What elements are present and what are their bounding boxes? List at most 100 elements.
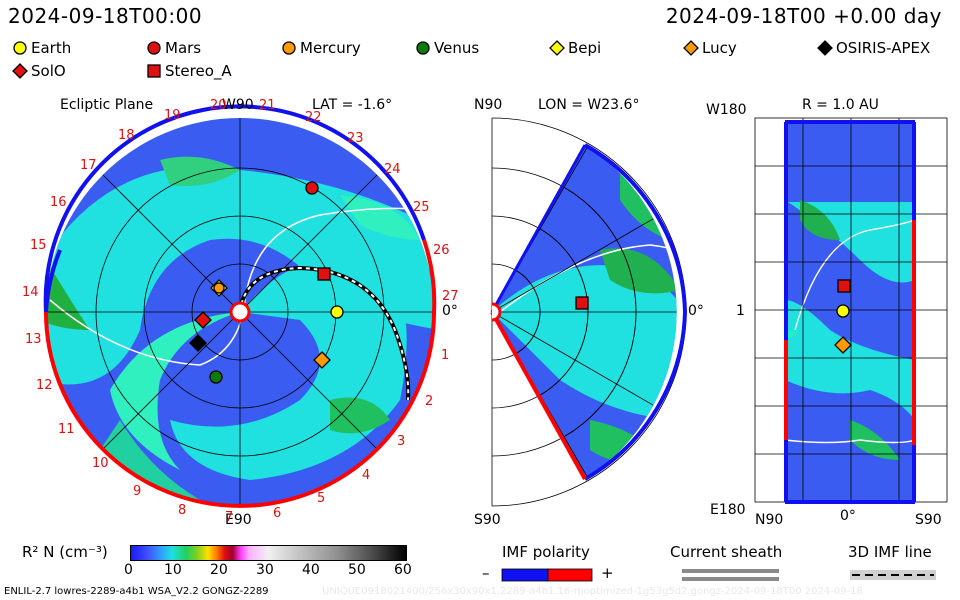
- circle-marker-icon: [147, 41, 161, 55]
- run-id: UNIQUE0918021400/256x30x90x1.2289-a4b1.1…: [322, 586, 863, 597]
- colorbar-tick: 10: [164, 562, 182, 578]
- mars-marker: [305, 181, 319, 195]
- legend-lucy: Lucy: [683, 39, 737, 57]
- carrington-tick: 10: [92, 456, 109, 471]
- earth-marker: [836, 304, 850, 318]
- colorbar-tick: 30: [256, 562, 274, 578]
- carrington-tick: 22: [305, 110, 322, 125]
- zero-degree-label: 0°: [442, 303, 458, 319]
- e180-label: E180: [710, 502, 746, 518]
- sun-icon: [491, 302, 502, 322]
- osiris-apex-marker: [189, 334, 207, 352]
- date-title: 2024-09-18T00:00: [8, 4, 203, 28]
- radius-label: R = 1.0 AU: [802, 97, 879, 113]
- lucy-marker: [834, 336, 852, 354]
- legend-label: Mercury: [300, 39, 361, 57]
- legend-earth: Earth: [12, 39, 71, 57]
- lon-label: LON = W23.6°: [538, 97, 640, 113]
- carrington-tick: 25: [413, 200, 430, 215]
- legend-label: OSIRIS-APEX: [836, 39, 931, 57]
- colorbar-tick: 50: [348, 562, 366, 578]
- zero-degree-label: 0°: [688, 303, 704, 319]
- circle-marker-icon: [13, 41, 27, 55]
- s90-axis-label: S90: [915, 512, 942, 528]
- carrington-tick: 13: [25, 332, 42, 347]
- mercury-marker: [213, 282, 225, 294]
- model-info: ENLIL-2.7 lowres-2289-a4b1 WSA_V2.2 GONG…: [4, 586, 269, 597]
- colorbar-tick: 40: [302, 562, 320, 578]
- carrington-tick: 9: [133, 484, 142, 499]
- carrington-tick: 12: [36, 378, 53, 393]
- positive-polarity-swatch: [547, 568, 593, 582]
- imf-plus-label: +: [601, 564, 614, 582]
- density-colorbar: [130, 545, 407, 561]
- n90-axis-label: N90: [755, 512, 784, 528]
- e90-label: E90: [225, 512, 252, 528]
- colorbar-label: R² N (cm⁻³): [22, 543, 108, 561]
- colorbar-tick: 0: [124, 562, 133, 578]
- carrington-tick: 8: [178, 503, 187, 518]
- carrington-tick: 15: [30, 238, 47, 253]
- colorbar-tick: 20: [210, 562, 228, 578]
- carrington-tick: 27: [442, 289, 459, 304]
- carrington-tick: 6: [273, 506, 282, 521]
- negative-polarity-swatch: [501, 568, 549, 582]
- legend-label: Lucy: [702, 39, 737, 57]
- solo-marker: [194, 311, 212, 329]
- radial-map-panel: [754, 117, 948, 504]
- carrington-tick: 17: [80, 158, 97, 173]
- square-marker-icon: [147, 64, 161, 78]
- imf-minus-label: –: [482, 564, 490, 582]
- carrington-tick: 4: [362, 468, 371, 483]
- ecliptic-plane-title: Ecliptic Plane: [60, 97, 154, 113]
- carrington-tick: 18: [118, 128, 135, 143]
- carrington-tick: 5: [317, 491, 326, 506]
- legend-mercury: Mercury: [281, 39, 361, 57]
- legend-mars: Mars: [146, 39, 201, 57]
- legend-label: Venus: [434, 39, 480, 57]
- carrington-tick: 1: [441, 348, 450, 363]
- ecliptic-plane-panel: [43, 104, 437, 508]
- legend-label: Stereo_A: [165, 62, 232, 80]
- sun-icon: [229, 301, 251, 323]
- carrington-tick: 2: [425, 394, 434, 409]
- imf-polarity-label: IMF polarity: [502, 543, 590, 561]
- latitude-mid-label: 1: [736, 303, 745, 319]
- n90-label: N90: [474, 97, 503, 113]
- colorbar-tick: 60: [394, 562, 412, 578]
- diamond-marker-icon: [683, 40, 699, 56]
- legend-label: Mars: [165, 39, 202, 57]
- carrington-tick: 11: [58, 422, 75, 437]
- date-offset-title: 2024-09-18T00 +0.00 day: [665, 4, 942, 28]
- w90-label: W90: [222, 97, 254, 113]
- legend-stereo-a: Stereo_A: [146, 62, 232, 80]
- carrington-tick: 23: [347, 131, 364, 146]
- legend-osiris-apex: OSIRIS-APEX: [817, 39, 930, 57]
- carrington-tick: 16: [50, 195, 67, 210]
- circle-marker-icon: [282, 41, 296, 55]
- legend-label: Earth: [31, 39, 72, 57]
- venus-marker: [209, 370, 223, 384]
- carrington-tick: 14: [22, 285, 39, 300]
- lucy-marker: [313, 351, 331, 369]
- carrington-tick: 19: [164, 108, 181, 123]
- carrington-tick: 24: [384, 162, 401, 177]
- lat-label: LAT = -1.6°: [312, 97, 393, 113]
- legend-bepi: Bepi: [549, 39, 601, 57]
- carrington-tick: 21: [259, 98, 276, 113]
- zero-axis-label: 0°: [840, 508, 856, 524]
- circle-marker-icon: [416, 41, 430, 55]
- s90-label: S90: [474, 512, 501, 528]
- legend-solo: SolO: [12, 62, 66, 80]
- legend-label: Bepi: [568, 39, 602, 57]
- stereo-a-marker: [837, 279, 851, 293]
- diamond-marker-icon: [12, 63, 28, 79]
- current-sheath-swatch: [682, 569, 779, 573]
- earth-marker: [330, 305, 344, 319]
- diamond-marker-icon: [817, 40, 833, 56]
- legend-label: SolO: [31, 62, 66, 80]
- carrington-tick: 3: [397, 434, 406, 449]
- legend-venus: Venus: [415, 39, 479, 57]
- carrington-tick: 7: [225, 510, 234, 525]
